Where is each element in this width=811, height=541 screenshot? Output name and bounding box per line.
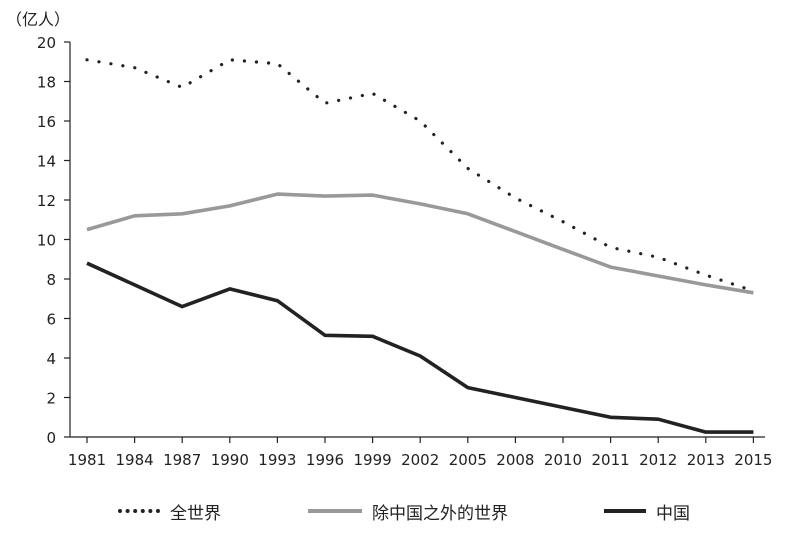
- y-tick-label: 10: [37, 232, 56, 250]
- y-tick-label: 2: [46, 390, 56, 408]
- x-tick-label: 2013: [687, 451, 725, 469]
- x-tick-label: 2011: [592, 451, 630, 469]
- series-china-line: [86, 261, 754, 434]
- legend-item-china: 中国: [604, 496, 690, 526]
- x-tick-label: 2008: [496, 451, 534, 469]
- y-tick-label: 18: [37, 74, 56, 92]
- legend-item-world-excl-china: 除中国之外的世界: [308, 496, 508, 526]
- legend-swatch-china: [604, 509, 646, 513]
- y-tick-label: 14: [37, 153, 56, 171]
- x-tick-label: 2015: [734, 451, 772, 469]
- x-tick-label: 1999: [354, 451, 392, 469]
- legend-swatch-world: [118, 509, 160, 513]
- x-tick-label: 1987: [163, 451, 201, 469]
- series-china: [86, 261, 754, 434]
- y-tick-label: 0: [46, 429, 56, 447]
- legend-label-china: 中国: [656, 503, 690, 524]
- y-axis-ticks: 0 2 4 6 8 10 12 14 16 18 20: [37, 34, 70, 447]
- series-world-excl-china: [86, 192, 754, 295]
- x-tick-label: 2012: [639, 451, 677, 469]
- x-axis-ticks: 1981 1984 1987 1990 1993 1996 1999 2002 2005 2008…: [68, 437, 772, 469]
- legend-item-world: 全世界: [118, 496, 221, 526]
- y-tick-label: 16: [37, 113, 56, 131]
- legend-swatch-world-excl-china: [308, 509, 362, 513]
- y-axis-unit-label: （亿人）: [6, 10, 70, 29]
- legend: 全世界 除中国之外的世界 中国: [0, 496, 811, 526]
- y-tick-label: 6: [46, 311, 56, 329]
- y-tick-label: 20: [37, 34, 56, 52]
- x-tick-label: 1981: [68, 451, 106, 469]
- legend-label-world: 全世界: [170, 503, 221, 524]
- y-tick-label: 8: [46, 271, 56, 289]
- x-tick-label: 1993: [258, 451, 296, 469]
- x-tick-label: 1990: [211, 451, 249, 469]
- x-tick-label: 1984: [116, 451, 154, 469]
- series-world: [85, 58, 755, 293]
- x-tick-label: 1996: [306, 451, 344, 469]
- series-layer: [85, 58, 755, 434]
- axes: [69, 42, 765, 438]
- y-tick-label: 12: [37, 192, 56, 210]
- y-tick-label: 4: [46, 350, 56, 368]
- x-tick-label: 2005: [449, 451, 487, 469]
- series-world-line: [85, 58, 755, 293]
- x-tick-label: 2010: [544, 451, 582, 469]
- legend-label-world-excl-china: 除中国之外的世界: [372, 503, 508, 524]
- series-world-excl-china-line: [86, 192, 754, 295]
- x-tick-label: 2002: [401, 451, 439, 469]
